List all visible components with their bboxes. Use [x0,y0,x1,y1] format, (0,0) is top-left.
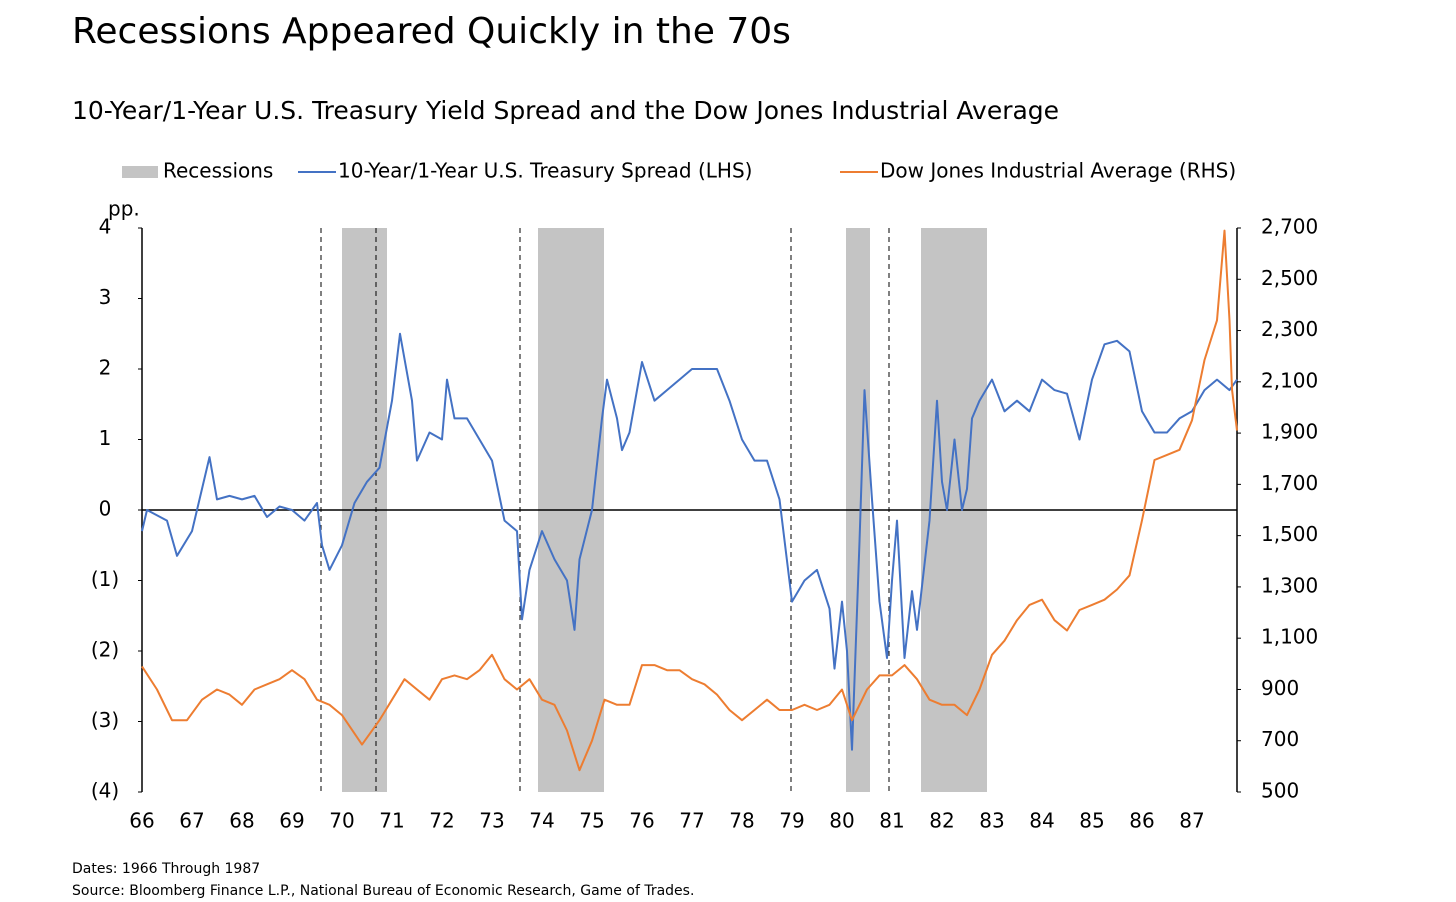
x-tick-label: 72 [429,809,454,833]
legend-label: Dow Jones Industrial Average (RHS) [880,159,1236,183]
x-tick-label: 73 [479,809,504,833]
y2-tick-label: 2,300 [1261,317,1318,341]
legend-label: 10-Year/1-Year U.S. Treasury Spread (LHS… [338,159,752,183]
y-tick-label: (4) [91,779,119,803]
y2-tick-label: 2,700 [1261,215,1318,239]
x-tick-label: 71 [379,809,404,833]
x-tick-label: 69 [279,809,304,833]
x-tick-label: 78 [729,809,754,833]
chart-subtitle: 10-Year/1-Year U.S. Treasury Yield Sprea… [72,96,1059,125]
x-tick-label: 75 [579,809,604,833]
y-tick-label: 4 [99,215,112,239]
footnote: Dates: 1966 Through 1987 [72,861,260,877]
y-axis-label: pp. [108,197,140,221]
y2-tick-label: 500 [1261,779,1299,803]
x-tick-label: 77 [679,809,704,833]
y-tick-label: 0 [99,497,112,521]
y2-tick-label: 2,100 [1261,368,1318,392]
legend-swatch [122,166,158,178]
y2-tick-label: 700 [1261,727,1299,751]
x-tick-label: 68 [229,809,254,833]
x-tick-label: 82 [929,809,954,833]
y2-tick-label: 1,300 [1261,573,1318,597]
x-tick-label: 74 [529,809,554,833]
x-tick-label: 67 [179,809,204,833]
x-tick-label: 79 [779,809,804,833]
series-line [141,332,1238,751]
y-tick-label: 1 [99,426,112,450]
series-line [141,229,1238,772]
footnote: Source: Bloomberg Finance L.P., National… [72,883,694,899]
x-tick-label: 81 [879,809,904,833]
chart-title: Recessions Appeared Quickly in the 70s [72,11,791,52]
y-tick-label: (1) [91,567,119,591]
x-tick-label: 86 [1129,809,1154,833]
x-tick-label: 76 [629,809,654,833]
y-tick-label: 2 [99,356,112,380]
legend-label: Recessions [163,159,273,183]
y2-tick-label: 900 [1261,676,1299,700]
x-tick-label: 85 [1079,809,1104,833]
y-tick-label: (2) [91,638,119,662]
x-tick-label: 87 [1179,809,1204,833]
x-tick-label: 80 [829,809,854,833]
y2-tick-label: 1,900 [1261,420,1318,444]
x-tick-label: 83 [979,809,1004,833]
y2-tick-label: 2,500 [1261,266,1318,290]
x-tick-label: 84 [1029,809,1054,833]
y2-tick-label: 1,100 [1261,625,1318,649]
y-tick-label: 3 [99,285,112,309]
x-tick-label: 66 [129,809,154,833]
y2-tick-label: 1,700 [1261,471,1318,495]
y2-tick-label: 1,500 [1261,522,1318,546]
y-tick-label: (3) [91,708,119,732]
x-tick-label: 70 [329,809,354,833]
